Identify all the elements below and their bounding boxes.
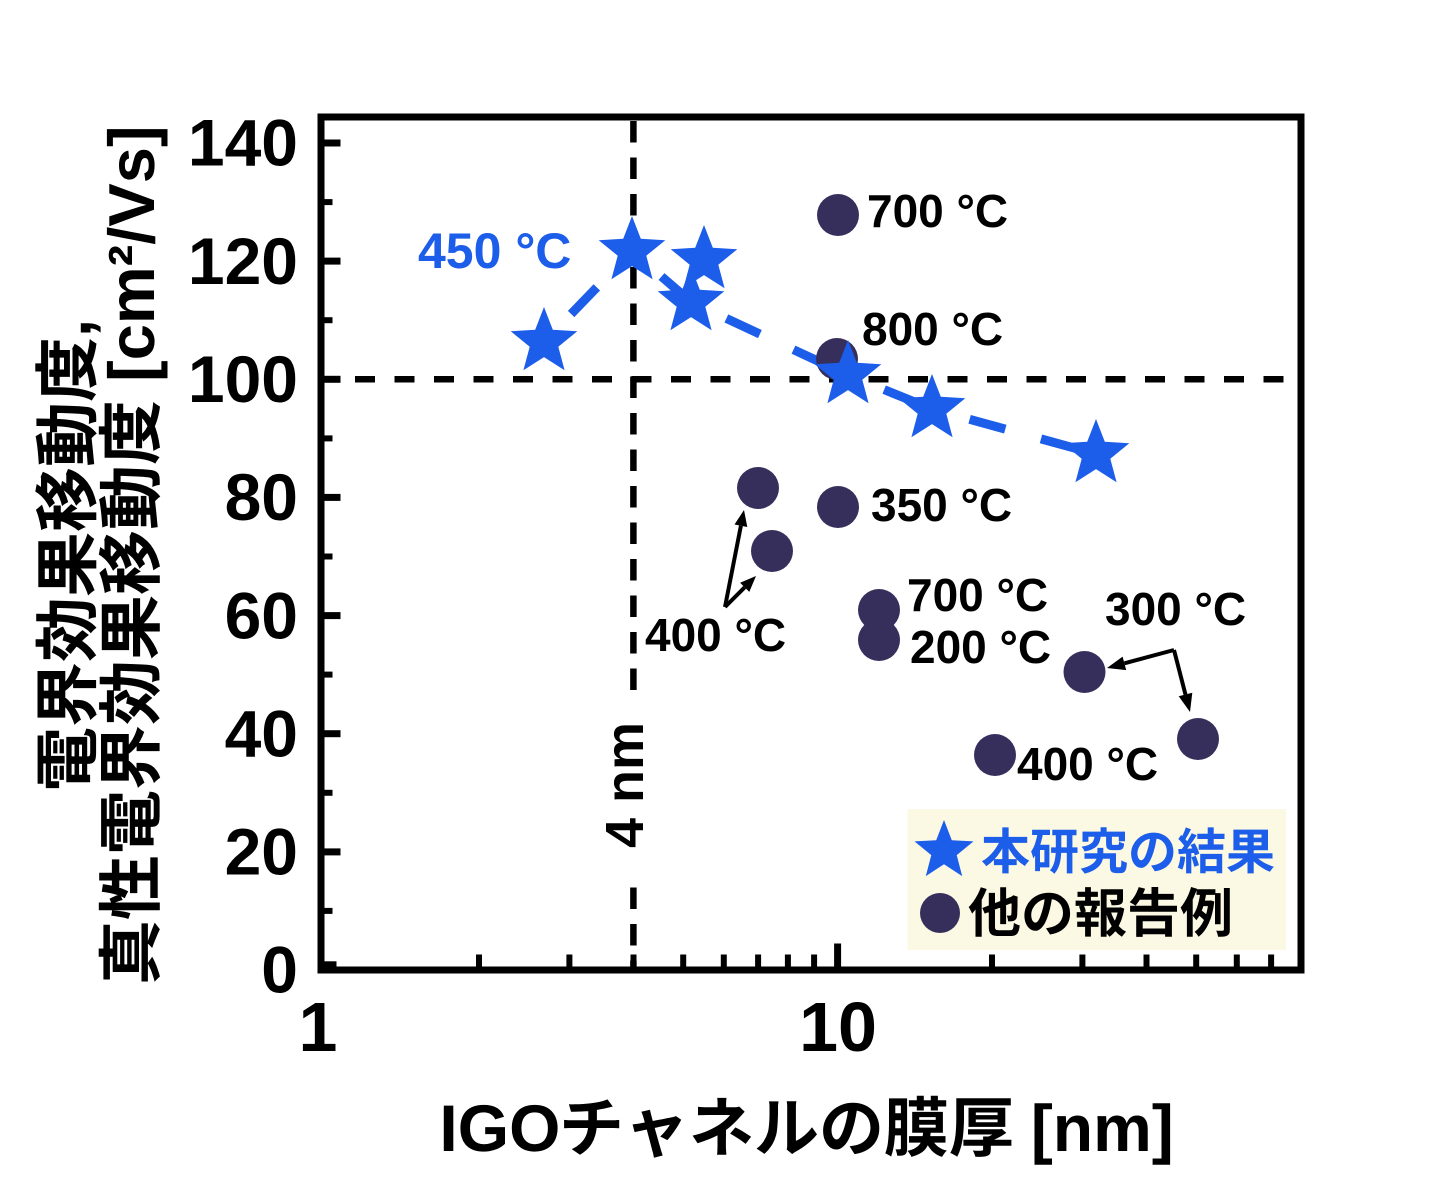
svg-text:40: 40 [225, 696, 298, 770]
svg-text:140: 140 [188, 106, 298, 180]
svg-text:4 nm: 4 nm [595, 722, 655, 848]
svg-text:20: 20 [225, 815, 298, 889]
svg-text:100: 100 [188, 342, 298, 416]
svg-text:120: 120 [188, 224, 298, 298]
svg-text:350 °C: 350 °C [871, 479, 1012, 531]
svg-text:700 °C: 700 °C [907, 569, 1048, 621]
svg-text:1: 1 [299, 988, 338, 1066]
svg-text:800 °C: 800 °C [862, 303, 1003, 355]
svg-text:400 °C: 400 °C [1017, 738, 1158, 790]
svg-text:80: 80 [225, 460, 298, 534]
svg-text:450 °C: 450 °C [418, 223, 571, 279]
svg-text:60: 60 [225, 578, 298, 652]
svg-text:0: 0 [261, 933, 298, 1007]
svg-text:10: 10 [799, 988, 877, 1066]
svg-text:300 °C: 300 °C [1105, 583, 1246, 635]
svg-text:400 °C: 400 °C [645, 609, 786, 661]
svg-text:200 °C: 200 °C [910, 621, 1051, 673]
svg-text:700 °C: 700 °C [867, 185, 1008, 237]
